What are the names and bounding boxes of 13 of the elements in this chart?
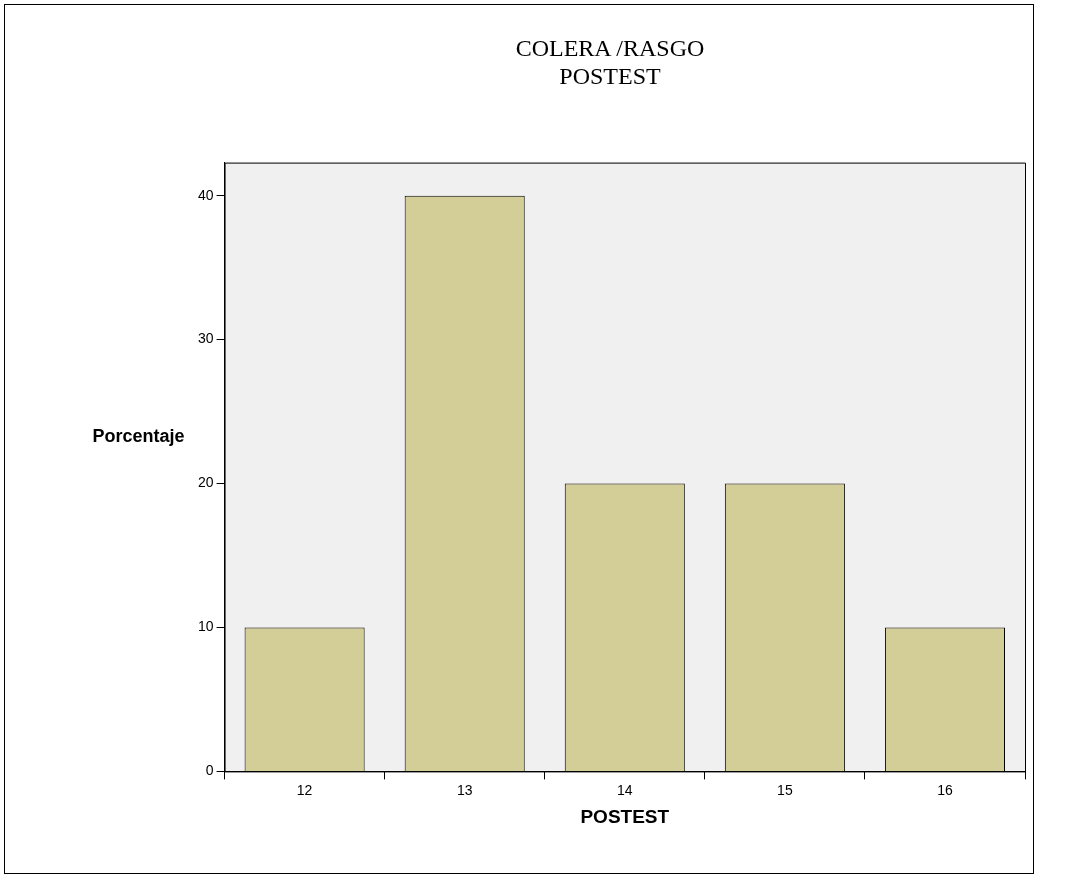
x-tick-label: 13 bbox=[456, 781, 473, 798]
x-tick-label: 12 bbox=[296, 781, 313, 798]
y-tick-label: 0 bbox=[205, 762, 214, 779]
y-tick-label: 30 bbox=[197, 330, 214, 347]
y-tick-label: 40 bbox=[197, 186, 214, 203]
y-axis-title: Porcentaje bbox=[92, 425, 185, 446]
y-tick-label: 10 bbox=[197, 618, 214, 635]
x-tick-label: 14 bbox=[617, 781, 633, 798]
x-tick-label: 15 bbox=[777, 781, 793, 798]
y-tick-label: 20 bbox=[197, 474, 214, 491]
x-tick-label: 16 bbox=[937, 781, 953, 798]
chart-title: COLERA /RASGO POSTEST bbox=[515, 34, 705, 90]
x-axis-title: POSTEST bbox=[580, 805, 670, 827]
